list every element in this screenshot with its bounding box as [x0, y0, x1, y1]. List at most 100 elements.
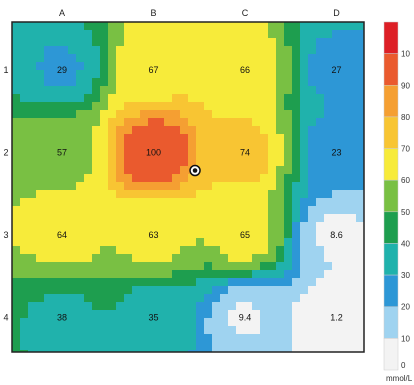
heatmap-cell [52, 38, 61, 47]
heatmap-cell [236, 326, 245, 335]
heatmap-cell [68, 350, 77, 353]
heatmap-cell [28, 286, 37, 295]
heatmap-cell [332, 342, 341, 351]
heatmap-cell [60, 30, 69, 39]
heatmap-cell [68, 126, 77, 135]
heatmap-cell [180, 142, 189, 151]
heatmap-cell [276, 174, 285, 183]
heatmap-cell [52, 54, 61, 63]
heatmap-cell [76, 254, 85, 263]
heatmap-cell [92, 222, 101, 231]
heatmap-cell [308, 350, 317, 353]
heatmap-cell [132, 294, 141, 303]
heatmap-cell [268, 334, 277, 343]
heatmap-cell [180, 198, 189, 207]
cell-value-label: 65 [240, 230, 250, 240]
heatmap-cell [196, 86, 205, 95]
heatmap-cell [132, 238, 141, 247]
heatmap-cells [12, 22, 365, 353]
heatmap-cell [228, 134, 237, 143]
heatmap-cell [252, 246, 261, 255]
heatmap-cell [52, 246, 61, 255]
heatmap-cell [356, 118, 365, 127]
heatmap-cell [132, 86, 141, 95]
heatmap-cell [108, 94, 117, 103]
heatmap-cell [116, 238, 125, 247]
heatmap-cell [172, 270, 181, 279]
heatmap-cell [28, 302, 37, 311]
heatmap-cell [268, 78, 277, 87]
heatmap-cell [108, 70, 117, 79]
heatmap-cell [268, 286, 277, 295]
heatmap-cell [324, 318, 333, 327]
heatmap-cell [52, 78, 61, 87]
heatmap-cell [148, 318, 157, 327]
heatmap-cell [228, 102, 237, 111]
heatmap-cell [204, 54, 213, 63]
heatmap-cell [332, 230, 341, 239]
heatmap-cell [140, 350, 149, 353]
heatmap-cell [268, 118, 277, 127]
heatmap-cell [60, 278, 69, 287]
heatmap-cell [332, 302, 341, 311]
heatmap-cell [196, 246, 205, 255]
heatmap-cell [28, 134, 37, 143]
heatmap-cell [180, 78, 189, 87]
heatmap-cell [188, 30, 197, 39]
row-label: 1 [3, 65, 8, 75]
heatmap-cell [84, 254, 93, 263]
heatmap-cell [12, 190, 21, 199]
heatmap-cell [244, 86, 253, 95]
heatmap-cell [36, 326, 45, 335]
heatmap-cell [60, 334, 69, 343]
heatmap-cell [36, 294, 45, 303]
heatmap-cell [172, 46, 181, 55]
heatmap-cell [180, 238, 189, 247]
heatmap-cell [260, 30, 269, 39]
heatmap-cell [172, 86, 181, 95]
heatmap-cell [68, 22, 77, 31]
heatmap-cell [300, 270, 309, 279]
heatmap-cell [164, 286, 173, 295]
heatmap-cell [148, 62, 157, 71]
heatmap-cell [180, 102, 189, 111]
heatmap-cell [108, 190, 117, 199]
heatmap-cell [140, 342, 149, 351]
heatmap-cell [204, 38, 213, 47]
heatmap-cell [76, 310, 85, 319]
heatmap-cell [12, 198, 21, 207]
heatmap-cell [316, 118, 325, 127]
heatmap-cell [212, 198, 221, 207]
heatmap-cell [12, 182, 21, 191]
heatmap-cell [324, 110, 333, 119]
heatmap-cell [324, 70, 333, 79]
heatmap-cell [84, 262, 93, 271]
heatmap-cell [68, 54, 77, 63]
heatmap-cell [292, 126, 301, 135]
heatmap-cell [300, 334, 309, 343]
heatmap-cell [116, 198, 125, 207]
heatmap-cell [332, 46, 341, 55]
heatmap-cell [188, 22, 197, 31]
heatmap-cell [252, 278, 261, 287]
heatmap-cell [316, 150, 325, 159]
heatmap-cell [236, 270, 245, 279]
heatmap-cell [308, 142, 317, 151]
heatmap-cell [340, 350, 349, 353]
heatmap-cell [252, 118, 261, 127]
heatmap-cell [60, 262, 69, 271]
heatmap-cell [340, 134, 349, 143]
heatmap-cell [324, 334, 333, 343]
heatmap-cell [60, 158, 69, 167]
heatmap-cell [92, 62, 101, 71]
heatmap-cell [164, 350, 173, 353]
heatmap-cell [292, 326, 301, 335]
heatmap-cell [180, 38, 189, 47]
heatmap-cell [60, 318, 69, 327]
heatmap-cell [356, 302, 365, 311]
heatmap-cell [156, 206, 165, 215]
heatmap-cell [52, 270, 61, 279]
heatmap-cell [132, 334, 141, 343]
heatmap-cell [148, 54, 157, 63]
